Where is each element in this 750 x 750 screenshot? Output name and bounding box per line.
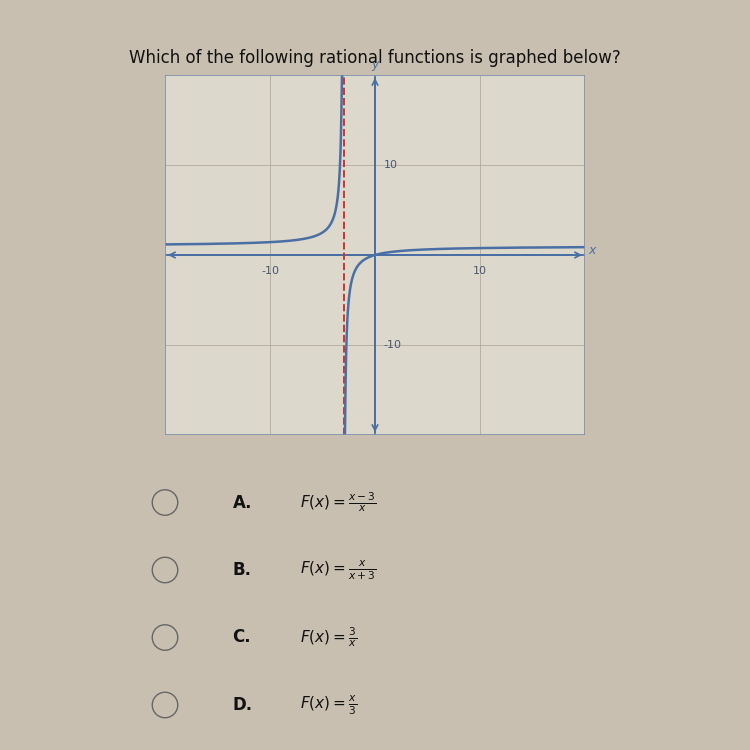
Text: $F(x) = \frac{x-3}{x}$: $F(x) = \frac{x-3}{x}$ [300,490,376,514]
Text: Which of the following rational functions is graphed below?: Which of the following rational function… [129,49,621,67]
Bar [165,75,585,435]
Text: -10: -10 [261,266,279,276]
Text: 10: 10 [473,266,487,276]
Text: D.: D. [232,696,253,714]
Text: -10: -10 [383,340,401,350]
Text: A.: A. [232,494,252,512]
Text: $F(x) = \frac{x}{3}$: $F(x) = \frac{x}{3}$ [300,693,357,717]
Text: 10: 10 [383,160,398,170]
Text: B.: B. [232,561,251,579]
Text: x: x [588,244,596,257]
Text: y: y [371,58,379,70]
Text: C.: C. [232,628,251,646]
Text: $F(x) = \frac{x}{x+3}$: $F(x) = \frac{x}{x+3}$ [300,558,376,582]
Text: $F(x) = \frac{3}{x}$: $F(x) = \frac{3}{x}$ [300,626,357,650]
